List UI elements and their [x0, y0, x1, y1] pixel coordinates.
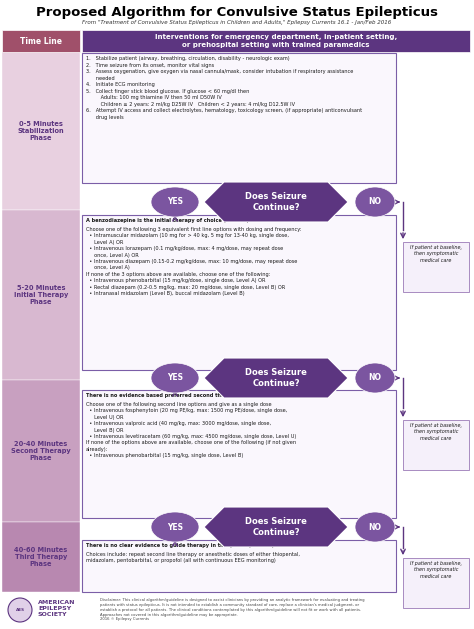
Ellipse shape [151, 187, 199, 217]
FancyBboxPatch shape [403, 242, 469, 292]
Polygon shape [204, 182, 348, 222]
Ellipse shape [355, 363, 395, 393]
Text: Disclaimer: This clinical algorithm/guideline is designed to assist clinicians b: Disclaimer: This clinical algorithm/guid… [100, 598, 365, 621]
FancyBboxPatch shape [82, 30, 470, 52]
Text: If patient at baseline,
then symptomatic
medical care: If patient at baseline, then symptomatic… [410, 561, 462, 579]
Text: 5-20 Minutes
Initial Therapy
Phase: 5-20 Minutes Initial Therapy Phase [14, 284, 68, 306]
Text: There is no clear evidence to guide therapy in this phase (Level U):: There is no clear evidence to guide ther… [86, 543, 276, 548]
FancyBboxPatch shape [82, 540, 396, 592]
Text: Time Line: Time Line [20, 36, 62, 45]
Text: If patient at baseline,
then symptomatic
medical care: If patient at baseline, then symptomatic… [410, 245, 462, 262]
Text: A benzodiazepine is the initial therapy of choice (Level A):: A benzodiazepine is the initial therapy … [86, 218, 251, 223]
FancyBboxPatch shape [2, 380, 80, 522]
FancyBboxPatch shape [403, 420, 469, 470]
Text: Does Seizure
Continue?: Does Seizure Continue? [245, 368, 307, 388]
Polygon shape [204, 358, 348, 398]
FancyBboxPatch shape [82, 53, 396, 183]
Text: 1.   Stabilize patient (airway, breathing, circulation, disability - neurologic : 1. Stabilize patient (airway, breathing,… [86, 56, 362, 120]
Ellipse shape [355, 512, 395, 542]
Text: 40-60 Minutes
Third Therapy
Phase: 40-60 Minutes Third Therapy Phase [14, 547, 68, 567]
Circle shape [8, 598, 32, 622]
Text: NO: NO [368, 198, 382, 206]
Text: There is no evidence based preferred second therapy of choice (Level U):: There is no evidence based preferred sec… [86, 393, 293, 398]
FancyBboxPatch shape [2, 52, 80, 210]
Ellipse shape [151, 512, 199, 542]
Text: YES: YES [167, 198, 183, 206]
Text: YES: YES [167, 523, 183, 532]
Text: AMERICAN
EPILEPSY
SOCIETY: AMERICAN EPILEPSY SOCIETY [38, 600, 75, 616]
Text: From "Treatment of Convulsive Status Epilepticus in Children and Adults," Epilep: From "Treatment of Convulsive Status Epi… [82, 20, 392, 25]
Text: Does Seizure
Continue?: Does Seizure Continue? [245, 517, 307, 537]
Text: YES: YES [167, 374, 183, 382]
Text: Interventions for emergency department, in-patient setting,
or prehospital setti: Interventions for emergency department, … [155, 34, 397, 48]
Text: 20-40 Minutes
Second Therapy
Phase: 20-40 Minutes Second Therapy Phase [11, 440, 71, 462]
FancyBboxPatch shape [82, 390, 396, 518]
Text: Choices include: repeat second line therapy or anesthetic doses of either thiope: Choices include: repeat second line ther… [86, 552, 300, 564]
FancyBboxPatch shape [82, 215, 396, 370]
Text: AES: AES [16, 608, 25, 612]
Ellipse shape [151, 363, 199, 393]
Text: Choose one of the following 3 equivalent first line options with dosing and freq: Choose one of the following 3 equivalent… [86, 227, 301, 296]
Text: Proposed Algorithm for Convulsive Status Epilepticus: Proposed Algorithm for Convulsive Status… [36, 6, 438, 19]
FancyBboxPatch shape [2, 210, 80, 380]
Text: NO: NO [368, 523, 382, 532]
Polygon shape [204, 507, 348, 547]
Text: Choose one of the following second line options and give as a single dose
  • In: Choose one of the following second line … [86, 402, 296, 458]
Text: NO: NO [368, 374, 382, 382]
Text: Does Seizure
Continue?: Does Seizure Continue? [245, 192, 307, 212]
FancyBboxPatch shape [2, 30, 80, 52]
Text: If patient at baseline,
then symptomatic
medical care: If patient at baseline, then symptomatic… [410, 423, 462, 440]
Text: 0-5 Minutes
Stabilization
Phase: 0-5 Minutes Stabilization Phase [18, 121, 64, 142]
FancyBboxPatch shape [2, 522, 80, 592]
FancyBboxPatch shape [403, 558, 469, 608]
Ellipse shape [355, 187, 395, 217]
